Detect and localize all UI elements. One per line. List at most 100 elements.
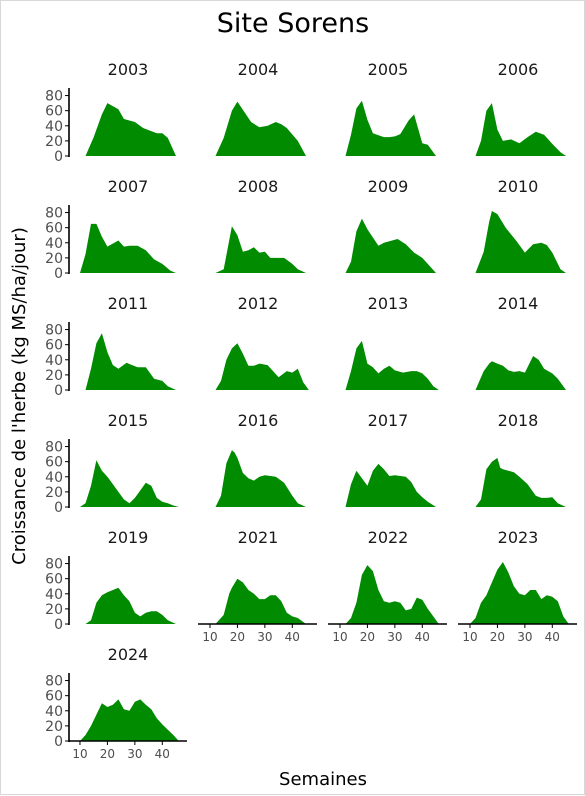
panel-title: 2005 <box>368 60 409 79</box>
panel-2008: 2008 <box>199 177 306 273</box>
x-tick-label: 20 <box>490 630 505 644</box>
x-tick-label: 10 <box>462 630 477 644</box>
area-series-2019 <box>69 587 176 624</box>
x-tick-label: 10 <box>202 630 217 644</box>
panel-2004: 2004 <box>199 60 306 156</box>
y-tick-label: 80 <box>45 323 63 339</box>
panel-2021: 2021 10 20 30 40 <box>198 528 317 644</box>
area-series-2003 <box>69 103 176 156</box>
panel-title: 2018 <box>498 411 539 430</box>
area-series-2013 <box>329 340 439 390</box>
panel-2014: 2014 <box>459 294 566 390</box>
y-tick-label: 0 <box>54 383 63 399</box>
panel-2017: 2017 <box>329 411 436 507</box>
area-series-2004 <box>199 101 306 156</box>
area-series-2011 <box>69 333 176 390</box>
panel-2009: 2009 <box>329 177 436 273</box>
x-tick-label: 30 <box>517 630 532 644</box>
area-series-2023 <box>459 562 569 624</box>
y-tick-label: 40 <box>45 353 63 369</box>
x-tick-label: 30 <box>387 630 402 644</box>
area-series-2014 <box>459 356 566 390</box>
x-tick-label: 40 <box>415 630 430 644</box>
panel-title: 2012 <box>238 294 279 313</box>
x-tick-label: 20 <box>230 630 245 644</box>
y-tick-label: 0 <box>54 734 63 750</box>
area-series-2016 <box>199 450 306 507</box>
x-tick-label: 40 <box>155 747 170 761</box>
y-tick-label: 80 <box>45 674 63 690</box>
panel-title: 2011 <box>108 294 149 313</box>
panel-title: 2007 <box>108 177 149 196</box>
y-tick-label: 80 <box>45 89 63 105</box>
panel-2022: 2022 10 20 30 40 <box>328 528 447 644</box>
panel-2010: 2010 <box>459 177 566 273</box>
panel-title: 2017 <box>368 411 409 430</box>
panel-title: 2008 <box>238 177 279 196</box>
panel-title: 2016 <box>238 411 279 430</box>
y-tick-label: 40 <box>45 119 63 135</box>
x-tick-label: 10 <box>332 630 347 644</box>
area-series-2021 <box>199 578 306 624</box>
panel-title: 2004 <box>238 60 279 79</box>
x-axis-title: Semaines <box>279 769 367 790</box>
panel-2006: 2006 <box>459 60 566 156</box>
area-series-2015 <box>69 460 179 507</box>
x-tick-label: 30 <box>257 630 272 644</box>
area-series-2006 <box>459 103 566 156</box>
chart-title: Site Sorens <box>217 8 369 39</box>
x-tick-label: 20 <box>100 747 115 761</box>
y-tick-label: 40 <box>45 470 63 486</box>
x-tick-label: 10 <box>72 747 87 761</box>
panel-2023: 2023 10 20 30 40 <box>458 528 577 644</box>
y-axis-title: Croissance de l'herbe (kg MS/ha/jour) <box>9 227 30 565</box>
area-series-2018 <box>459 457 566 507</box>
y-tick-label: 0 <box>54 266 63 282</box>
y-tick-label: 0 <box>54 149 63 165</box>
panel-title: 2013 <box>368 294 409 313</box>
panel-title: 2006 <box>498 60 539 79</box>
area-series-2022 <box>329 565 439 624</box>
y-tick-label: 20 <box>45 251 63 267</box>
y-tick-label: 60 <box>45 338 63 354</box>
y-tick-label: 60 <box>45 572 63 588</box>
x-tick-label: 40 <box>285 630 300 644</box>
panel-title: 2014 <box>498 294 539 313</box>
panel-title: 2015 <box>108 411 149 430</box>
area-series-2007 <box>69 223 176 273</box>
y-tick-label: 60 <box>45 104 63 120</box>
y-tick-label: 80 <box>45 206 63 222</box>
y-tick-label: 60 <box>45 221 63 237</box>
y-tick-label: 20 <box>45 134 63 150</box>
panel-2013: 2013 <box>329 294 439 390</box>
y-tick-label: 0 <box>54 617 63 633</box>
y-tick-label: 80 <box>45 557 63 573</box>
area-series-2024 <box>69 699 179 741</box>
panel-2005: 2005 <box>329 60 436 156</box>
y-tick-label: 20 <box>45 719 63 735</box>
area-series-2012 <box>199 343 309 390</box>
x-tick-label: 20 <box>360 630 375 644</box>
panel-title: 2022 <box>368 528 409 547</box>
panel-title: 2019 <box>108 528 149 547</box>
area-series-2008 <box>199 226 306 273</box>
x-tick-label: 40 <box>545 630 560 644</box>
panel-title: 2010 <box>498 177 539 196</box>
y-tick-label: 60 <box>45 455 63 471</box>
area-series-2005 <box>329 100 436 156</box>
area-series-2009 <box>329 218 436 273</box>
panel-title: 2024 <box>108 645 149 664</box>
x-tick-label: 30 <box>127 747 142 761</box>
panel-title: 2003 <box>108 60 149 79</box>
area-series-2017 <box>329 463 436 507</box>
panel-2012: 2012 <box>199 294 309 390</box>
y-tick-label: 40 <box>45 587 63 603</box>
